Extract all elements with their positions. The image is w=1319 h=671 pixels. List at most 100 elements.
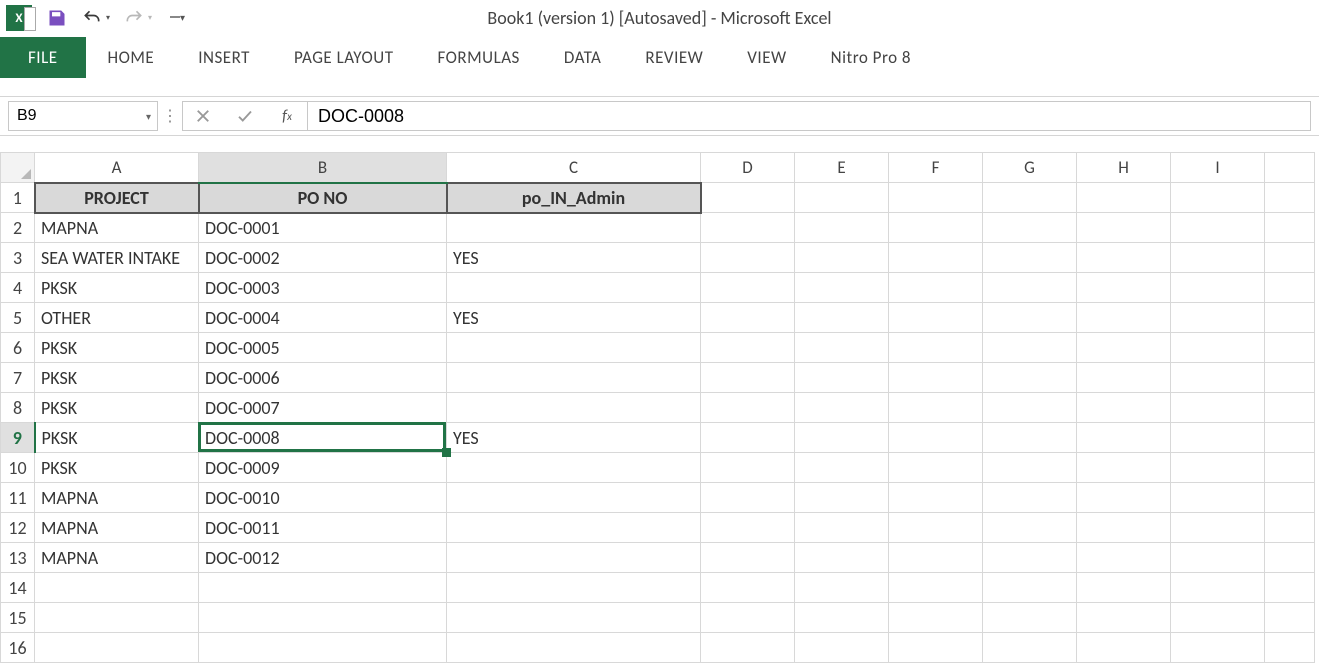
cell-G16[interactable] (983, 633, 1077, 663)
sheet-table[interactable]: ABCDEFGHI1PROJECTPO NOpo_IN_Admin2MAPNAD… (0, 152, 1315, 663)
cell-A11[interactable]: MAPNA (35, 483, 199, 513)
fill-handle[interactable] (442, 448, 451, 457)
cell-B6[interactable]: DOC-0005 (199, 333, 447, 363)
name-box-dropdown-icon[interactable]: ▾ (146, 110, 151, 123)
tab-data[interactable]: DATA (542, 37, 624, 78)
cell-E4[interactable] (795, 273, 889, 303)
cell-B8[interactable]: DOC-0007 (199, 393, 447, 423)
cell-B11[interactable]: DOC-0010 (199, 483, 447, 513)
row-header-11[interactable]: 11 (1, 483, 35, 513)
cell-H7[interactable] (1077, 363, 1171, 393)
cell-E12[interactable] (795, 513, 889, 543)
cell-A3[interactable]: SEA WATER INTAKE (35, 243, 199, 273)
cell-C3[interactable]: YES (447, 243, 701, 273)
cell-B3[interactable]: DOC-0002 (199, 243, 447, 273)
cell-E9[interactable] (795, 423, 889, 453)
column-header-D[interactable]: D (701, 153, 795, 183)
cell-C1[interactable]: po_IN_Admin (447, 183, 701, 213)
cell-G4[interactable] (983, 273, 1077, 303)
column-header-G[interactable]: G (983, 153, 1077, 183)
row-header-9[interactable]: 9 (1, 423, 35, 453)
cell-I4[interactable] (1171, 273, 1265, 303)
cell-A5[interactable]: OTHER (35, 303, 199, 333)
excel-app-icon[interactable]: X (6, 5, 32, 31)
cell-B10[interactable]: DOC-0009 (199, 453, 447, 483)
cell-A7[interactable]: PKSK (35, 363, 199, 393)
cell-H2[interactable] (1077, 213, 1171, 243)
row-header-15[interactable]: 15 (1, 603, 35, 633)
redo-dropdown-icon[interactable]: ▾ (148, 13, 152, 23)
cell-D11[interactable] (701, 483, 795, 513)
cell-H15[interactable] (1077, 603, 1171, 633)
cell-B16[interactable] (199, 633, 447, 663)
cell-C9[interactable]: YES (447, 423, 701, 453)
select-all-corner[interactable] (1, 153, 35, 183)
cell-F15[interactable] (889, 603, 983, 633)
cell-D7[interactable] (701, 363, 795, 393)
cell-E15[interactable] (795, 603, 889, 633)
cell-I1[interactable] (1171, 183, 1265, 213)
undo-button[interactable]: ▾ (82, 8, 110, 28)
cell-F13[interactable] (889, 543, 983, 573)
cell-H6[interactable] (1077, 333, 1171, 363)
cell-I16[interactable] (1171, 633, 1265, 663)
cell-C7[interactable] (447, 363, 701, 393)
name-box[interactable]: ▾ (8, 101, 158, 131)
cell-A9[interactable]: PKSK (35, 423, 199, 453)
tab-insert[interactable]: INSERT (176, 37, 272, 78)
cell-H16[interactable] (1077, 633, 1171, 663)
row-header-14[interactable]: 14 (1, 573, 35, 603)
cell-E2[interactable] (795, 213, 889, 243)
cell-F6[interactable] (889, 333, 983, 363)
cell-B4[interactable]: DOC-0003 (199, 273, 447, 303)
undo-dropdown-icon[interactable]: ▾ (106, 13, 110, 23)
cell-B13[interactable]: DOC-0012 (199, 543, 447, 573)
tab-nitro[interactable]: Nitro Pro 8 (809, 37, 933, 78)
cell-A1[interactable]: PROJECT (35, 183, 199, 213)
tab-file[interactable]: FILE (0, 37, 86, 78)
cell-D5[interactable] (701, 303, 795, 333)
column-header-I[interactable]: I (1171, 153, 1265, 183)
cell-G14[interactable] (983, 573, 1077, 603)
cell-H3[interactable] (1077, 243, 1171, 273)
cell-G6[interactable] (983, 333, 1077, 363)
cell-I15[interactable] (1171, 603, 1265, 633)
row-header-8[interactable]: 8 (1, 393, 35, 423)
column-header-C[interactable]: C (447, 153, 701, 183)
cell-H4[interactable] (1077, 273, 1171, 303)
cell-A10[interactable]: PKSK (35, 453, 199, 483)
row-header-5[interactable]: 5 (1, 303, 35, 333)
cell-C10[interactable] (447, 453, 701, 483)
name-box-input[interactable] (17, 107, 149, 125)
cell-A12[interactable]: MAPNA (35, 513, 199, 543)
cell-G11[interactable] (983, 483, 1077, 513)
row-header-4[interactable]: 4 (1, 273, 35, 303)
cell-D2[interactable] (701, 213, 795, 243)
cell-C15[interactable] (447, 603, 701, 633)
cell-H1[interactable] (1077, 183, 1171, 213)
cell-B7[interactable]: DOC-0006 (199, 363, 447, 393)
cell-E8[interactable] (795, 393, 889, 423)
tab-view[interactable]: VIEW (725, 37, 808, 78)
tab-home[interactable]: HOME (86, 37, 177, 78)
tab-review[interactable]: REVIEW (623, 37, 725, 78)
customize-qat-button[interactable]: ▾ (166, 13, 189, 23)
cell-I6[interactable] (1171, 333, 1265, 363)
cell-F2[interactable] (889, 213, 983, 243)
cell-F9[interactable] (889, 423, 983, 453)
cell-G9[interactable] (983, 423, 1077, 453)
row-header-2[interactable]: 2 (1, 213, 35, 243)
cell-F10[interactable] (889, 453, 983, 483)
formula-bar-input[interactable] (318, 106, 1300, 127)
cell-H13[interactable] (1077, 543, 1171, 573)
cell-A14[interactable] (35, 573, 199, 603)
cell-F5[interactable] (889, 303, 983, 333)
cell-E11[interactable] (795, 483, 889, 513)
cell-E5[interactable] (795, 303, 889, 333)
column-header-E[interactable]: E (795, 153, 889, 183)
cell-F1[interactable] (889, 183, 983, 213)
cell-D9[interactable] (701, 423, 795, 453)
cell-C8[interactable] (447, 393, 701, 423)
row-header-13[interactable]: 13 (1, 543, 35, 573)
cell-D8[interactable] (701, 393, 795, 423)
